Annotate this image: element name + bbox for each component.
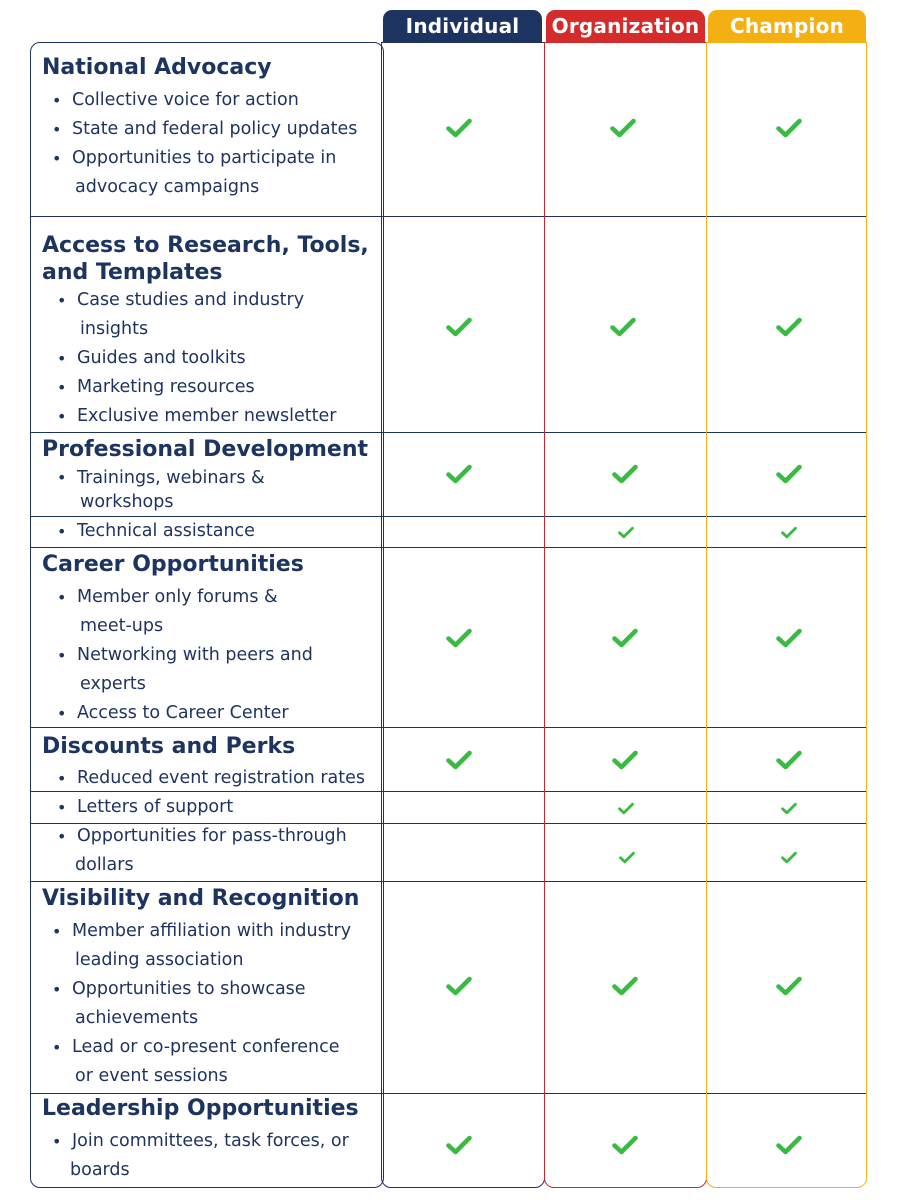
list-item: • Marketing resources <box>57 377 255 397</box>
checkmark-icon <box>776 464 802 484</box>
column-header-individual: Individual <box>383 10 542 42</box>
list-item-continuation: boards <box>70 1160 130 1180</box>
checkmark-icon <box>446 1135 472 1155</box>
list-item: • Guides and toolkits <box>57 348 246 368</box>
checkmark-icon <box>781 851 797 864</box>
column-header-champion: Champion <box>708 10 866 42</box>
section-title-national-advocacy: National Advocacy <box>42 55 272 80</box>
checkmark-icon <box>610 118 636 138</box>
list-item: • Join committees, task forces, or <box>52 1131 349 1151</box>
list-item-technical-assistance: • Technical assistance <box>57 521 255 541</box>
list-item: • Case studies and industry <box>57 290 305 310</box>
column-header-organization: Organization <box>546 10 705 42</box>
checkmark-icon <box>446 317 472 337</box>
checkmark-icon <box>612 464 638 484</box>
checkmark-icon <box>776 628 802 648</box>
list-item-continuation: workshops <box>80 492 174 512</box>
checkmark-icon <box>776 118 802 138</box>
section-title-visibility: Visibility and Recognition <box>42 886 360 911</box>
checkmark-icon <box>776 317 802 337</box>
checkmark-icon <box>618 526 634 539</box>
checkmark-icon <box>446 628 472 648</box>
checkmark-icon <box>781 802 797 815</box>
row-divider <box>30 432 867 433</box>
list-item-continuation: insights <box>80 319 149 339</box>
row-divider <box>30 1093 867 1094</box>
row-divider <box>30 791 867 792</box>
section-title-career: Career Opportunities <box>42 552 304 577</box>
list-item: • Networking with peers and <box>57 645 313 665</box>
list-item-continuation: meet-ups <box>80 616 164 636</box>
list-item-continuation: dollars <box>75 855 134 875</box>
checkmark-icon <box>776 750 802 770</box>
checkmark-icon <box>776 976 802 996</box>
section-title-discounts: Discounts and Perks <box>42 734 296 759</box>
list-item-letters-of-support: • Letters of support <box>57 797 234 817</box>
list-item-continuation: or event sessions <box>75 1066 228 1086</box>
row-divider <box>30 823 867 824</box>
list-item: • State and federal policy updates <box>52 119 358 139</box>
section-title-research: Access to Research, Tools, <box>42 233 369 258</box>
list-item-continuation: experts <box>80 674 146 694</box>
list-item: • Opportunities to showcase <box>52 979 306 999</box>
checkmark-icon <box>446 464 472 484</box>
checkmark-icon <box>776 1135 802 1155</box>
list-item: • Access to Career Center <box>57 703 289 723</box>
checkmark-icon <box>618 802 634 815</box>
list-item-continuation: achievements <box>75 1008 199 1028</box>
row-divider <box>30 881 867 882</box>
list-item: • Trainings, webinars & <box>57 468 265 488</box>
checkmark-icon <box>612 750 638 770</box>
checkmark-icon <box>619 851 635 864</box>
row-divider <box>30 516 867 517</box>
section-title-leadership: Leadership Opportunities <box>42 1096 359 1121</box>
checkmark-icon <box>612 976 638 996</box>
list-item: • Exclusive member newsletter <box>57 406 337 426</box>
champion-column-frame <box>706 42 867 1188</box>
row-divider <box>30 727 867 728</box>
list-item: • Opportunities to participate in <box>52 148 337 168</box>
checkmark-icon <box>446 976 472 996</box>
list-item: • Member affiliation with industry <box>52 921 352 941</box>
individual-column-frame <box>381 42 545 1188</box>
section-title-professional-development: Professional Development <box>42 437 369 462</box>
list-item: • Lead or co-present conference <box>52 1037 340 1057</box>
checkmark-icon <box>612 628 638 648</box>
list-item: • Reduced event registration rates <box>57 768 365 788</box>
checkmark-icon <box>446 118 472 138</box>
organization-column-frame <box>544 42 707 1188</box>
checkmark-icon <box>446 750 472 770</box>
checkmark-icon <box>781 526 797 539</box>
list-item: • Collective voice for action <box>52 90 299 110</box>
list-item-pass-through: • Opportunities for pass-through <box>57 826 347 846</box>
section-title-research-line2: and Templates <box>42 260 223 285</box>
row-divider <box>30 547 867 548</box>
row-divider <box>30 216 867 217</box>
list-item: • Member only forums & <box>57 587 278 607</box>
checkmark-icon <box>612 1135 638 1155</box>
checkmark-icon <box>610 317 636 337</box>
list-item-continuation: advocacy campaigns <box>75 177 260 197</box>
list-item-continuation: leading association <box>75 950 244 970</box>
